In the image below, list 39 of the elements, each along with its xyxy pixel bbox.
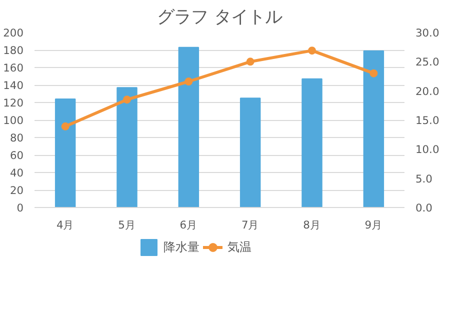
chart-title: グラフ タイトル xyxy=(157,8,282,28)
bar xyxy=(363,50,384,208)
y-tick-label: 140 xyxy=(3,79,24,92)
y2-tick-label: 10.0 xyxy=(416,143,440,156)
y-tick-label: 20 xyxy=(10,184,24,197)
y-tick-label: 100 xyxy=(3,114,24,127)
y-tick-label: 80 xyxy=(10,132,24,144)
y-tick-label: 0 xyxy=(16,202,24,214)
point xyxy=(61,122,70,130)
point xyxy=(246,58,254,66)
y2-tick-label: 20.0 xyxy=(416,84,440,98)
bar xyxy=(240,98,261,208)
y2-tick-label: 0.0 xyxy=(416,202,433,214)
legend-label: 降水量 xyxy=(163,238,200,256)
y-tick-label: 40 xyxy=(10,166,24,180)
bar xyxy=(54,98,76,208)
x-tick-label: 9月 xyxy=(364,218,383,232)
y2-tick-label: 25.0 xyxy=(416,56,440,69)
bar xyxy=(116,87,138,208)
point xyxy=(308,46,316,55)
legend-label: 気温 xyxy=(227,238,252,256)
bar xyxy=(178,46,200,208)
y-tick-label: 180 xyxy=(3,44,24,57)
x-tick-label: 5月 xyxy=(118,218,136,232)
point xyxy=(123,96,131,104)
y-tick-label: 200 xyxy=(3,26,24,40)
point xyxy=(184,78,193,86)
y2-tick-label: 30.0 xyxy=(416,26,440,40)
y-tick-label: 160 xyxy=(3,62,24,74)
x-tick-label: 8月 xyxy=(303,218,321,232)
x-tick-label: 7月 xyxy=(241,218,260,232)
y2-tick-label: 5.0 xyxy=(416,172,433,186)
point xyxy=(370,69,378,78)
y-tick-label: 120 xyxy=(3,96,24,110)
x-tick-label: 6月 xyxy=(180,218,198,232)
y-tick-label: 60 xyxy=(10,149,24,162)
bar xyxy=(302,78,322,208)
x-tick-label: 4月 xyxy=(56,218,74,232)
y2-tick-label: 15.0 xyxy=(416,114,440,127)
